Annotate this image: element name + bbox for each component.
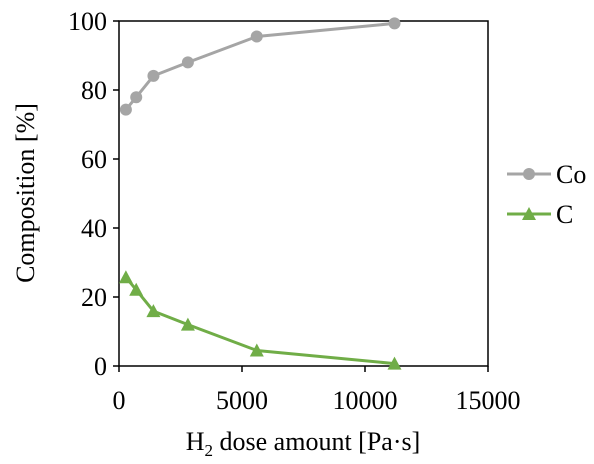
x-axis-label-subscript: 2 xyxy=(205,441,214,460)
x-axis-label-main: H xyxy=(186,427,205,456)
series-layer xyxy=(118,17,402,370)
y-tick-label: 20 xyxy=(81,283,107,312)
legend-label-c: C xyxy=(556,200,573,229)
x-tick-label: 0 xyxy=(113,386,126,415)
data-point-c xyxy=(129,282,144,296)
y-tick-label: 60 xyxy=(81,145,107,174)
y-tick-label: 40 xyxy=(81,214,107,243)
data-point-co xyxy=(388,17,401,30)
x-tick-label: 5000 xyxy=(216,386,268,415)
legend-marker-c xyxy=(522,207,536,220)
x-tick-label: 10000 xyxy=(333,386,398,415)
x-axis-label-rest: dose amount [Pa·s] xyxy=(213,427,420,456)
data-point-c xyxy=(118,270,133,284)
x-tick-label: 15000 xyxy=(456,386,521,415)
x-axis-label: H2 dose amount [Pa·s] xyxy=(186,427,421,460)
data-point-co xyxy=(119,103,132,116)
y-tick-label: 0 xyxy=(94,352,107,381)
data-point-c xyxy=(146,304,161,318)
y-tick-label: 100 xyxy=(68,7,107,36)
y-axis-label: Composition [%] xyxy=(11,103,40,283)
data-point-co xyxy=(250,30,263,43)
legend: Co C xyxy=(507,160,586,229)
data-point-co xyxy=(147,69,160,82)
legend-label-co: Co xyxy=(556,160,586,189)
legend-marker-co xyxy=(523,168,535,180)
data-point-c xyxy=(387,356,402,370)
data-point-c xyxy=(180,317,195,331)
data-point-co xyxy=(181,56,194,69)
y-tick-label: 80 xyxy=(81,76,107,105)
data-point-c xyxy=(249,343,264,357)
axis-ticks: 0 20 40 60 80 100 0 5000 10000 15000 xyxy=(68,7,521,415)
data-point-co xyxy=(130,91,143,104)
plot-area xyxy=(118,20,489,367)
